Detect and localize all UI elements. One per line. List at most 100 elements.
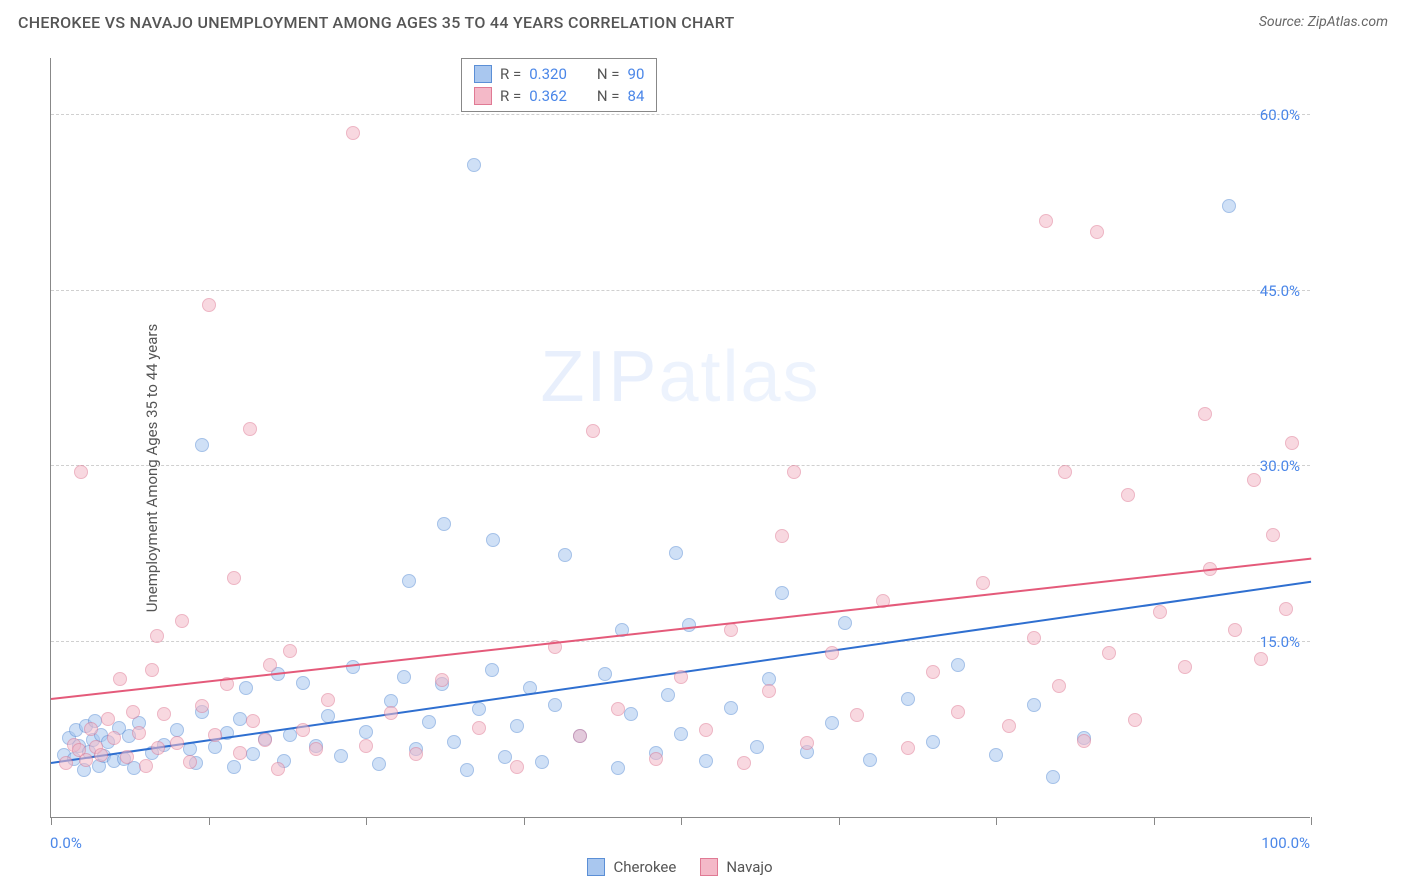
data-point	[775, 529, 789, 543]
data-point	[586, 424, 600, 438]
chart-header: CHEROKEE VS NAVAJO UNEMPLOYMENT AMONG AG…	[0, 0, 1406, 44]
stat-n-label: N =	[597, 65, 620, 83]
plot-region: ZIPatlas R =0.320N =90R =0.362N =84 15.0…	[50, 58, 1310, 818]
data-point	[84, 722, 98, 736]
data-point	[1279, 602, 1293, 616]
data-point	[359, 739, 373, 753]
data-point	[682, 618, 696, 632]
data-point	[1222, 199, 1236, 213]
legend-item: Navajo	[700, 858, 772, 876]
legend-swatch	[474, 87, 492, 105]
legend-swatch	[474, 65, 492, 83]
data-point	[258, 733, 272, 747]
data-point	[674, 727, 688, 741]
data-point	[850, 708, 864, 722]
x-tick	[51, 817, 52, 825]
chart-source: Source: ZipAtlas.com	[1259, 14, 1388, 30]
data-point	[1077, 734, 1091, 748]
watermark: ZIPatlas	[540, 336, 820, 418]
data-point	[1027, 631, 1041, 645]
data-point	[1121, 488, 1135, 502]
data-point	[113, 672, 127, 686]
x-tick	[1311, 817, 1312, 825]
data-point	[472, 702, 486, 716]
data-point	[422, 715, 436, 729]
data-point	[296, 723, 310, 737]
data-point	[699, 754, 713, 768]
data-point	[283, 644, 297, 658]
x-tick	[366, 817, 367, 825]
data-point	[510, 719, 524, 733]
data-point	[271, 762, 285, 776]
data-point	[372, 757, 386, 771]
data-point	[467, 158, 481, 172]
data-point	[775, 586, 789, 600]
data-point	[1046, 770, 1060, 784]
y-tick-label: 30.0%	[1260, 457, 1300, 475]
data-point	[151, 741, 165, 755]
data-point	[107, 731, 121, 745]
data-point	[1198, 407, 1212, 421]
data-point	[800, 736, 814, 750]
data-point	[1027, 698, 1041, 712]
data-point	[926, 665, 940, 679]
data-point	[170, 736, 184, 750]
data-point	[598, 667, 612, 681]
data-point	[183, 755, 197, 769]
data-point	[120, 750, 134, 764]
data-point	[762, 684, 776, 698]
data-point	[74, 465, 88, 479]
y-tick-label: 15.0%	[1260, 633, 1300, 651]
data-point	[202, 298, 216, 312]
data-point	[346, 660, 360, 674]
legend-swatch	[587, 858, 605, 876]
x-axis-min-label: 0.0%	[50, 834, 82, 852]
data-point	[1102, 646, 1116, 660]
data-point	[624, 707, 638, 721]
legend-label: Cherokee	[613, 858, 676, 876]
data-point	[611, 702, 625, 716]
gridline	[51, 465, 1310, 466]
data-point	[150, 629, 164, 643]
data-point	[243, 422, 257, 436]
data-point	[787, 465, 801, 479]
data-point	[1039, 214, 1053, 228]
data-point	[94, 748, 108, 762]
data-point	[737, 756, 751, 770]
data-point	[926, 735, 940, 749]
stats-legend-box: R =0.320N =90R =0.362N =84	[461, 58, 657, 112]
legend-label: Navajo	[726, 858, 772, 876]
data-point	[79, 753, 93, 767]
data-point	[139, 759, 153, 773]
x-tick	[524, 817, 525, 825]
chart-area: Unemployment Among Ages 35 to 44 years Z…	[0, 44, 1406, 892]
data-point	[175, 614, 189, 628]
data-point	[838, 616, 852, 630]
gridline	[51, 290, 1310, 291]
stats-row: R =0.320N =90	[474, 63, 644, 85]
data-point	[951, 705, 965, 719]
gridline	[51, 641, 1310, 642]
data-point	[649, 752, 663, 766]
data-point	[1153, 605, 1167, 619]
data-point	[901, 692, 915, 706]
data-point	[1178, 660, 1192, 674]
data-point	[485, 663, 499, 677]
x-tick	[1154, 817, 1155, 825]
data-point	[437, 517, 451, 531]
data-point	[498, 750, 512, 764]
data-point	[157, 707, 171, 721]
data-point	[548, 698, 562, 712]
data-point	[296, 676, 310, 690]
data-point	[510, 760, 524, 774]
y-tick-label: 60.0%	[1260, 106, 1300, 124]
data-point	[334, 749, 348, 763]
data-point	[1090, 225, 1104, 239]
data-point	[321, 693, 335, 707]
data-point	[101, 712, 115, 726]
data-point	[402, 574, 416, 588]
y-tick-label: 45.0%	[1260, 282, 1300, 300]
data-point	[535, 755, 549, 769]
stat-r-value: 0.362	[529, 87, 567, 105]
legend-item: Cherokee	[587, 858, 676, 876]
